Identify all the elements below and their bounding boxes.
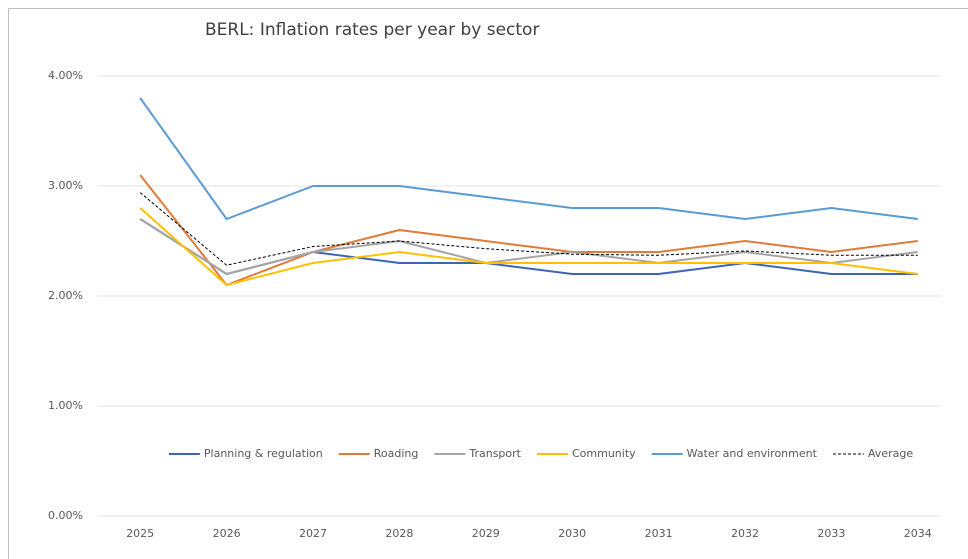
- x-tick-label: 2028: [385, 527, 413, 540]
- x-tick-label: 2026: [213, 527, 241, 540]
- x-tick-label: 2032: [731, 527, 759, 540]
- legend-label: Average: [868, 447, 913, 460]
- chart-border: [8, 8, 968, 559]
- series-line: [139, 207, 918, 286]
- series-line: [139, 97, 918, 220]
- y-tick-label: 2.00%: [48, 289, 83, 302]
- x-tick-label: 2025: [126, 527, 154, 540]
- y-tick-label: 4.00%: [48, 69, 83, 82]
- legend-label: Transport: [468, 447, 521, 460]
- x-tick-label: 2029: [472, 527, 500, 540]
- x-tick-label: 2033: [817, 527, 845, 540]
- series-line: [139, 174, 918, 286]
- x-tick-label: 2031: [645, 527, 673, 540]
- chart-title: BERL: Inflation rates per year by sector: [205, 20, 539, 40]
- legend-label: Community: [572, 447, 636, 460]
- legend-label: Planning & regulation: [204, 447, 323, 460]
- y-tick-label: 3.00%: [48, 179, 83, 192]
- x-tick-label: 2030: [558, 527, 586, 540]
- series-line: [139, 218, 918, 275]
- x-tick-label: 2034: [904, 527, 932, 540]
- series-line: [139, 192, 918, 266]
- legend-label: Roading: [374, 447, 419, 460]
- y-tick-label: 0.00%: [48, 509, 83, 522]
- legend-label: Water and environment: [687, 447, 818, 460]
- y-tick-label: 1.00%: [48, 399, 83, 412]
- x-tick-label: 2027: [299, 527, 327, 540]
